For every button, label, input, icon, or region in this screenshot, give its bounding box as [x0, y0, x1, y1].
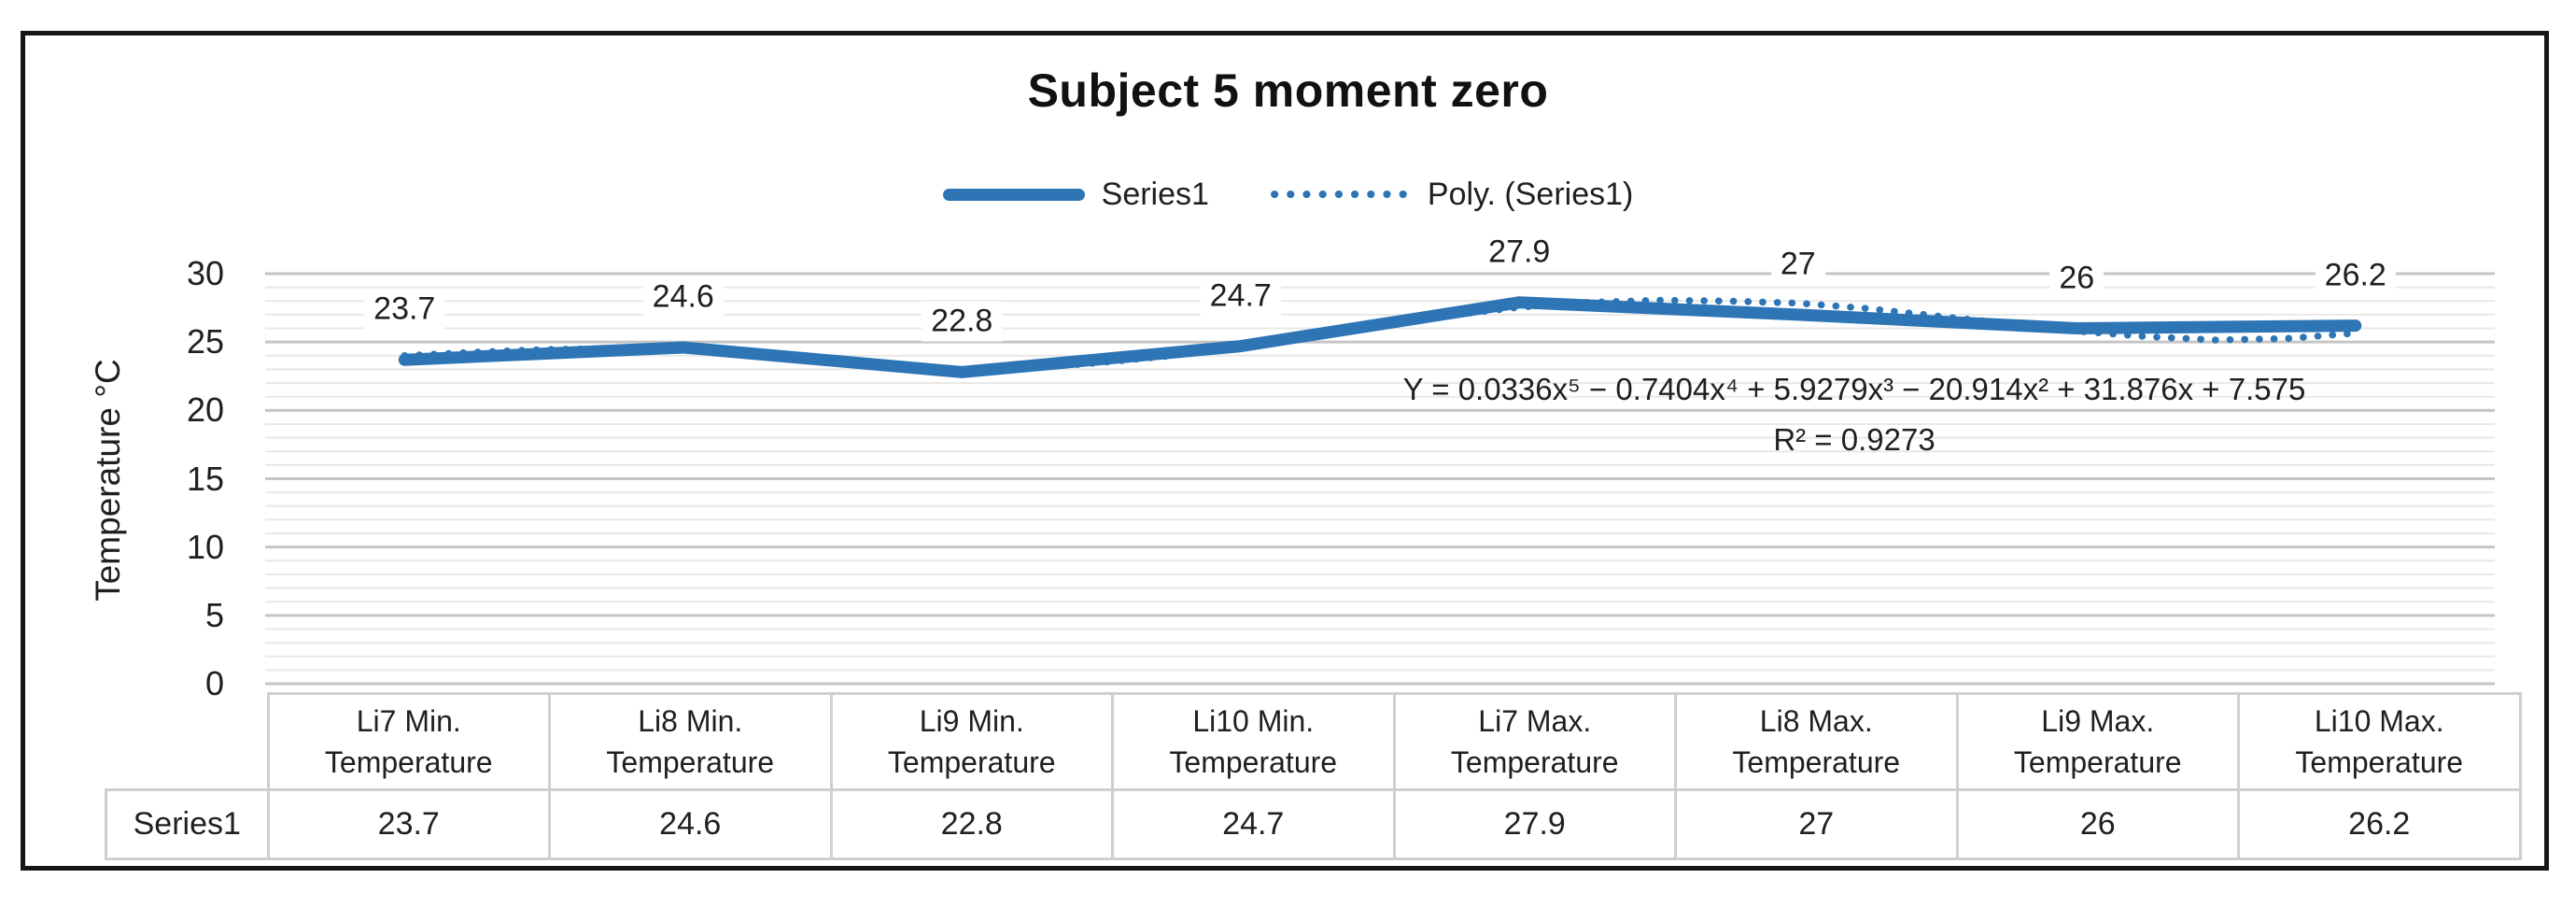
- y-tick-label: 20: [186, 390, 224, 430]
- category-header-cell: Li8 Max. Temperature: [1674, 692, 1959, 791]
- y-tick-label: 10: [186, 527, 224, 566]
- series-value-cell: 27: [1674, 788, 1959, 860]
- series-value-cell: 24.7: [1111, 788, 1396, 860]
- category-header-line: Temperature: [324, 745, 493, 779]
- category-header-cell: Li9 Max. Temperature: [1955, 692, 2240, 791]
- category-header-cell: Li10 Min. Temperature: [1111, 692, 1396, 791]
- series1-line: [398, 296, 2362, 378]
- data-table: Li7 Min. Temperature Li8 Min. Temperature Li…: [105, 692, 2522, 860]
- gridlines: [265, 272, 2495, 686]
- data-label: 24.7: [1200, 276, 1281, 317]
- category-header-cell: Li10 Max. Temperature: [2237, 692, 2522, 791]
- trendline-equation: Y = 0.0336x⁵ − 0.7404x⁴ + 5.9279x³ − 20.…: [1402, 372, 2306, 406]
- data-label: 22.8: [922, 301, 1003, 342]
- category-header-line: Li7 Max.: [1478, 704, 1592, 738]
- category-header-line: Temperature: [1169, 745, 1338, 779]
- category-header-line: Li10 Min.: [1192, 704, 1315, 738]
- series1-line-swatch-icon: [942, 188, 1085, 201]
- table-corner-cell: [106, 694, 269, 790]
- category-header-line: Li9 Max.: [2041, 704, 2155, 738]
- category-header-cell: Li9 Min. Temperature: [829, 692, 1114, 791]
- r-squared-value: R² = 0.9273: [1773, 422, 1936, 457]
- category-header-line: Li8 Min.: [638, 704, 743, 738]
- category-header-cell: Li7 Min. Temperature: [266, 692, 551, 791]
- legend-item-poly: Poly. (Series1): [1269, 177, 1633, 213]
- legend-item-series1: Series1: [942, 176, 1209, 213]
- category-header-cell: Li8 Min. Temperature: [548, 692, 833, 791]
- y-tick-label: 5: [204, 595, 224, 634]
- category-header-line: Li9 Min.: [919, 704, 1024, 738]
- data-label: 26: [2049, 258, 2104, 299]
- data-label: 23.7: [364, 289, 445, 330]
- category-header-line: Li7 Min.: [356, 704, 461, 738]
- y-tick-label: 30: [186, 254, 224, 292]
- poly-dotted-swatch-icon: [1270, 191, 1409, 198]
- series-value-cell: 27.9: [1392, 788, 1677, 860]
- category-header-line: Li8 Max.: [1759, 704, 1873, 738]
- series-value-cell: 26: [1955, 788, 2240, 860]
- data-label: 26.2: [2315, 255, 2396, 296]
- category-header-line: Temperature: [887, 745, 1056, 779]
- legend-label-series1: Series1: [1101, 176, 1209, 212]
- y-tick-label: 15: [186, 459, 224, 498]
- series-value-cell: 22.8: [829, 788, 1114, 860]
- data-label: 27.9: [1479, 232, 1560, 273]
- category-header-cell: Li7 Max. Temperature: [1392, 692, 1677, 791]
- series-value-cell: 24.6: [548, 788, 833, 860]
- category-header-line: Temperature: [2013, 745, 2182, 779]
- category-header-line: Li10 Max.: [2314, 704, 2444, 738]
- series-value-cell: 26.2: [2237, 788, 2522, 860]
- legend-label-poly: Poly. (Series1): [1427, 176, 1634, 212]
- category-header-line: Temperature: [2295, 745, 2464, 779]
- series-value-cell: 23.7: [266, 788, 551, 860]
- series-row-header: Series1: [105, 788, 270, 860]
- y-tick-label: 25: [186, 322, 224, 361]
- chart-title: Subject 5 moment zero: [1027, 64, 1549, 117]
- y-tick-label: 0: [204, 664, 224, 702]
- data-label: 24.6: [642, 276, 724, 318]
- category-header-line: Temperature: [1450, 745, 1619, 779]
- data-label: 27: [1770, 244, 1825, 285]
- legend: Series1 Poly. (Series1): [0, 172, 2576, 217]
- category-header-line: Temperature: [606, 745, 775, 779]
- category-header-line: Temperature: [1732, 745, 1901, 779]
